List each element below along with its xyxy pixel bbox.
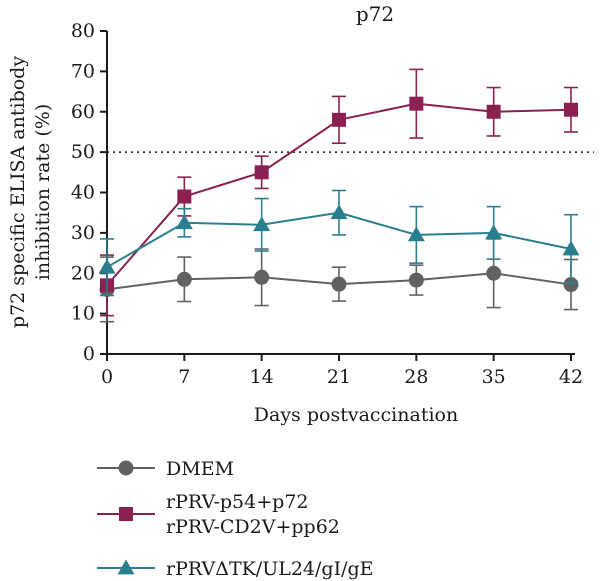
legend-marker — [117, 559, 135, 575]
y-axis-title-line-2: inhibition rate (%) — [32, 104, 54, 281]
x-tick-label: 35 — [482, 366, 506, 388]
y-tick-label: 20 — [71, 262, 95, 284]
data-point — [486, 104, 501, 119]
plot-area: 0 10 20 30 40 50 60 70 80 0 7 14 21 28 35 42 — [71, 20, 594, 388]
legend-label: rPRV-p54+p72 — [166, 491, 309, 513]
legend-marker — [118, 460, 134, 476]
data-point — [562, 240, 580, 256]
legend-marker — [119, 507, 133, 521]
series-2 — [100, 68, 578, 317]
data-point — [330, 204, 348, 220]
x-tick-label: 14 — [250, 366, 274, 388]
y-tick-label: 40 — [71, 182, 95, 204]
data-point — [407, 226, 425, 242]
x-axis-title: Days postvaccination — [254, 404, 458, 426]
x-tick-label: 7 — [178, 366, 190, 388]
y-tick-label: 70 — [71, 60, 95, 82]
data-point — [254, 269, 270, 285]
data-point — [331, 276, 347, 292]
legend-label: rPRVΔTK/UL24/gI/gE — [166, 558, 374, 580]
data-point — [253, 216, 271, 232]
y-tick-label: 0 — [83, 343, 95, 365]
y-tick-label: 30 — [71, 222, 95, 244]
data-point — [409, 96, 424, 111]
series-3 — [98, 189, 580, 297]
legend-item-2: rPRV-p54+p72 rPRV-CD2V+pp62 — [97, 491, 340, 538]
series-1 — [99, 238, 579, 323]
x-tick-label: 42 — [559, 366, 583, 388]
legend-label: DMEM — [166, 458, 234, 480]
data-point — [485, 224, 503, 240]
chart-title: p72 — [356, 2, 394, 26]
data-point — [563, 277, 579, 293]
y-tick-label: 60 — [71, 101, 95, 123]
data-point — [176, 271, 192, 287]
data-point — [408, 272, 424, 288]
legend-label: rPRV-CD2V+pp62 — [166, 516, 340, 538]
y-tick-label: 50 — [71, 141, 95, 163]
data-point — [486, 265, 502, 281]
legend-item-3: rPRVΔTK/UL24/gI/gE — [97, 558, 374, 580]
x-tick-label: 21 — [327, 366, 351, 388]
data-point — [98, 258, 116, 274]
data-point — [177, 189, 192, 204]
y-axis-title-line-1: p72 specific ELISA antibody — [7, 56, 29, 328]
data-point — [175, 214, 193, 230]
x-tick-label: 28 — [404, 366, 428, 388]
y-tick-label: 10 — [71, 303, 95, 325]
y-tick-label: 80 — [71, 20, 95, 42]
x-tick-label: 0 — [101, 366, 113, 388]
data-point — [332, 112, 346, 127]
data-point — [254, 165, 269, 180]
legend: DMEM rPRV-p54+p72 rPRV-CD2V+pp62 rPRVΔTK/UL… — [97, 458, 374, 580]
data-point — [564, 102, 578, 117]
legend-item-1: DMEM — [97, 458, 234, 480]
